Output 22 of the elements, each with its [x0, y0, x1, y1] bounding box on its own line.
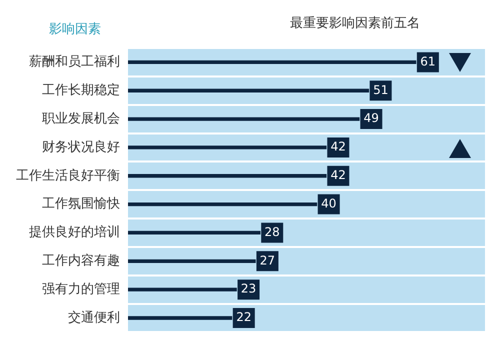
y-tick-label: 工作生活良好平衡	[16, 168, 120, 184]
data-label: 49	[364, 111, 379, 126]
data-label: 23	[240, 282, 256, 296]
y-tick-label: 工作长期稳定	[42, 83, 120, 98]
data-label: 40	[321, 196, 336, 210]
y-axis-title: 影响因素	[48, 21, 102, 38]
data-label: 42	[330, 140, 346, 154]
data-label: 42	[330, 168, 346, 182]
data-label: 28	[264, 224, 280, 239]
data-label: 27	[260, 253, 276, 268]
y-tick-label: 财务状况良好	[42, 140, 120, 155]
y-tick-label: 工作氛围愉快	[42, 196, 120, 212]
data-label: 61	[420, 54, 436, 68]
y-tick-label: 工作内容有趣	[42, 252, 120, 269]
y-tick-label: 交通便利	[68, 309, 120, 326]
y-tick-label: 薪酬和员工福利	[29, 54, 120, 70]
y-tick-label: 强有力的管理	[42, 282, 120, 297]
y-tick-label: 职业发展机会	[42, 111, 120, 126]
y-tick-label: 提供良好的培训	[29, 225, 120, 240]
data-label: 51	[373, 82, 388, 97]
chart-title: 最重要影响因素前五名	[289, 15, 421, 32]
data-label: 22	[236, 310, 252, 324]
